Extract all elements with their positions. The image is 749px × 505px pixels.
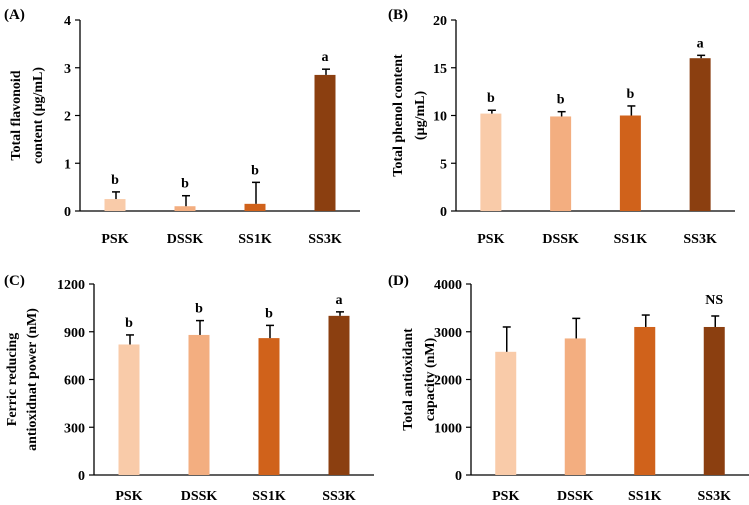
bar-ss1k (634, 326, 656, 475)
panel-label: (B) (388, 7, 408, 23)
significance-label: b (557, 93, 565, 108)
y-tick-label: 4 (64, 14, 71, 29)
x-category-label: SS3K (308, 232, 342, 247)
y-tick-label: 5 (440, 157, 447, 172)
y-tick-label: 900 (64, 326, 85, 341)
bar-psk (104, 199, 126, 211)
panel-1: (A) 0 1 2 3 4 Total flavonoid content (µg/mL) b P… (4, 7, 360, 247)
x-category-label: DSSK (542, 232, 579, 247)
bar-dssk (174, 206, 196, 211)
bar-ss1k (258, 338, 280, 475)
x-category-label: PSK (115, 489, 142, 504)
bar-ss3k (314, 74, 336, 211)
x-category-label: PSK (492, 489, 519, 504)
y-axis-title: antioxidnat power (nM) (25, 308, 40, 451)
y-tick-label: 20 (433, 14, 447, 29)
x-category-label: PSK (101, 232, 128, 247)
y-axis-title: Ferric reducing (5, 333, 20, 426)
y-tick-label: 300 (64, 421, 85, 436)
bar-psk (480, 113, 502, 211)
bar-ss3k (703, 326, 725, 475)
significance-label: b (487, 91, 495, 106)
x-category-label: SS1K (238, 232, 272, 247)
y-tick-label: 4000 (434, 278, 462, 293)
significance-label: b (125, 316, 133, 331)
bar-ss1k (244, 203, 266, 211)
y-axis-title: content (µg/mL) (31, 67, 46, 164)
y-tick-label: 1 (64, 157, 71, 172)
x-category-label: SS3K (683, 232, 717, 247)
bar-ss3k (689, 58, 711, 212)
y-axis-title: capacity (nM) (423, 337, 438, 421)
bar-psk (118, 344, 140, 475)
x-category-label: SS3K (698, 489, 732, 504)
bar-dssk (564, 338, 586, 475)
bar-ss1k (619, 115, 641, 211)
panel-label: (C) (4, 273, 25, 289)
significance-label: b (111, 173, 119, 188)
y-tick-label: 0 (440, 205, 447, 220)
y-tick-label: 10 (433, 110, 447, 125)
significance-label: b (181, 177, 189, 192)
y-axis-title: Total antioxidant (401, 328, 416, 431)
panel-label: (D) (388, 273, 409, 289)
significance-label: b (626, 87, 634, 102)
significance-label: b (251, 163, 259, 178)
x-category-label: DSSK (557, 489, 594, 504)
x-category-label: SS1K (628, 489, 662, 504)
y-axis-title: (µg/mL) (413, 91, 428, 141)
y-tick-label: 3 (64, 62, 71, 77)
y-axis-title: Total phenol content (391, 54, 406, 177)
significance-label: a (322, 50, 329, 65)
panel-3: (C) 0 300 600 900 1200 Ferric reducing antioxid… (4, 273, 374, 504)
x-category-label: DSSK (167, 232, 204, 247)
y-tick-label: 1200 (57, 278, 85, 293)
significance-label: NS (705, 293, 723, 308)
y-tick-label: 1000 (434, 421, 462, 436)
x-category-label: SS1K (614, 232, 648, 247)
panel-2: (B) 0 5 10 15 20 Total phenol content (µg/mL) b P… (388, 7, 735, 247)
y-tick-label: 2000 (434, 374, 462, 389)
y-tick-label: 600 (64, 374, 85, 389)
panel-4: (D) 0 1000 2000 3000 4000 Total antioxidant cap… (388, 273, 749, 504)
y-tick-label: 15 (433, 62, 447, 77)
y-tick-label: 0 (455, 469, 462, 484)
bar-ss3k (328, 315, 350, 475)
significance-label: b (265, 306, 273, 321)
bar-psk (495, 351, 517, 475)
y-tick-label: 0 (64, 205, 71, 220)
x-category-label: PSK (477, 232, 504, 247)
x-category-label: SS1K (252, 489, 286, 504)
y-tick-label: 3000 (434, 326, 462, 341)
significance-label: b (195, 302, 203, 317)
panel-label: (A) (4, 7, 25, 23)
y-axis-title: Total flavonoid (9, 70, 24, 160)
x-category-label: SS3K (322, 489, 356, 504)
y-tick-label: 0 (78, 469, 85, 484)
x-category-label: DSSK (181, 489, 218, 504)
significance-label: a (697, 36, 704, 51)
bar-dssk (550, 116, 572, 211)
y-tick-label: 2 (64, 110, 71, 125)
significance-label: a (336, 293, 343, 308)
bar-dssk (188, 334, 210, 475)
